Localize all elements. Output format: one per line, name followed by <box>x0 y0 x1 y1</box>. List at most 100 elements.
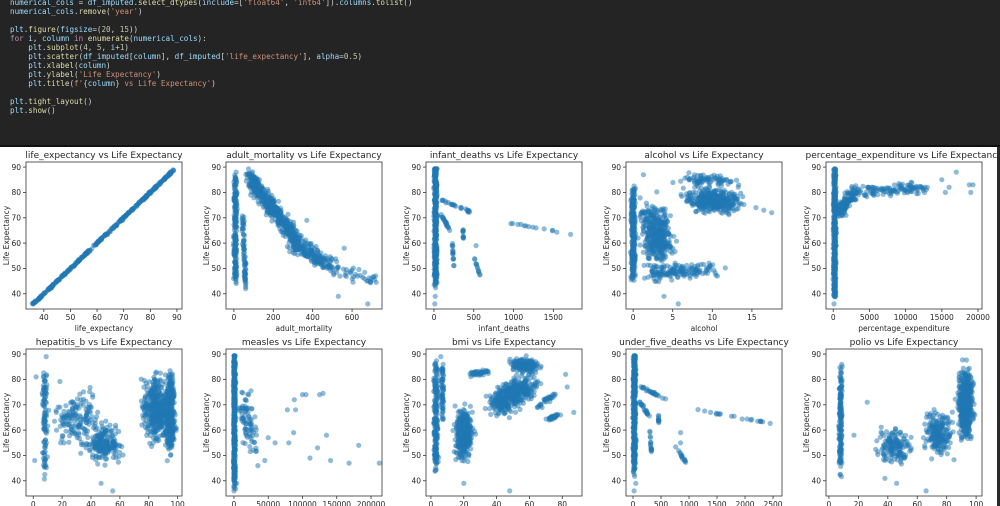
data-point <box>265 203 271 209</box>
data-point <box>371 277 378 283</box>
data-point <box>831 256 838 262</box>
code-token: 15 <box>119 25 129 34</box>
data-point <box>233 241 239 247</box>
subplot-title: infant_deaths vs Life Expectancy <box>430 151 579 161</box>
x-tick-label: 15 <box>747 313 757 322</box>
data-point <box>630 192 636 198</box>
data-point <box>662 222 669 228</box>
data-point <box>438 211 444 218</box>
x-tick-label: 500 <box>467 313 482 322</box>
data-point <box>655 220 661 226</box>
y-tick-label: 40 <box>11 289 21 298</box>
code-token: plt <box>10 61 43 70</box>
axes-frame <box>225 161 383 310</box>
y-tick-label: 90 <box>811 163 821 172</box>
data-point <box>232 174 238 180</box>
data-point <box>275 198 282 204</box>
x-tick-label: 60 <box>92 313 102 322</box>
data-point <box>285 211 291 217</box>
code-cell[interactable]: numerical_cols = df_imputed.select_dtype… <box>0 0 1000 145</box>
scatter-points <box>830 166 976 307</box>
x-tick-label: 1500 <box>544 313 563 322</box>
data-point <box>281 214 287 220</box>
data-point <box>233 192 239 198</box>
y-tick-label: 50 <box>611 264 621 273</box>
data-point <box>629 265 636 271</box>
x-tick-label: 1000 <box>504 313 523 322</box>
x-tick-label: 20000 <box>966 313 990 322</box>
data-point <box>247 171 253 177</box>
code-token: plt <box>10 97 24 106</box>
data-point <box>301 244 307 250</box>
data-point <box>151 381 157 388</box>
code-token: () <box>403 0 413 7</box>
y-tick-label: 70 <box>811 213 821 222</box>
data-point <box>677 267 683 273</box>
data-point <box>321 258 327 264</box>
data-point <box>77 391 83 397</box>
data-point <box>658 272 664 278</box>
data-point <box>730 206 736 212</box>
data-point <box>888 193 894 199</box>
data-point <box>48 285 54 291</box>
data-point <box>278 208 284 214</box>
data-point <box>69 424 75 430</box>
data-point <box>152 387 158 393</box>
data-point <box>458 206 464 212</box>
code-token: vs Life Expectancy' <box>119 79 212 88</box>
data-point <box>432 301 438 307</box>
data-point <box>42 449 48 455</box>
data-point <box>52 280 58 286</box>
data-point <box>640 210 646 216</box>
data-point <box>84 409 90 415</box>
data-point <box>663 232 669 238</box>
data-point <box>93 426 99 433</box>
y-tick-label: 90 <box>411 163 421 172</box>
y-tick-label: 80 <box>811 188 821 197</box>
data-point <box>133 202 139 209</box>
y-tick-label: 90 <box>611 163 621 172</box>
data-point <box>651 244 657 251</box>
data-point <box>120 452 126 458</box>
data-point <box>568 231 574 237</box>
data-point <box>86 447 92 453</box>
code-token: column <box>78 61 107 70</box>
code-token: column <box>87 79 116 88</box>
code-token: ], <box>302 52 317 61</box>
data-point <box>42 415 48 421</box>
data-point <box>700 172 706 178</box>
code-token: ], <box>160 52 175 61</box>
data-point <box>554 229 560 235</box>
code-token: , <box>32 34 43 43</box>
x-tick-label: 5 <box>670 313 675 322</box>
data-point <box>645 262 651 268</box>
data-point <box>306 245 312 251</box>
data-point <box>946 184 952 190</box>
data-point <box>161 403 167 409</box>
data-point <box>659 250 665 256</box>
data-point <box>664 263 670 269</box>
data-point <box>631 228 637 234</box>
data-point <box>646 208 652 215</box>
data-point <box>631 183 637 189</box>
data-point <box>112 223 118 229</box>
x-axis-label: life_expectancy <box>75 324 134 333</box>
data-point <box>832 190 838 196</box>
data-point <box>352 271 358 277</box>
data-point <box>51 418 58 424</box>
data-point <box>232 182 238 188</box>
code-token: ): <box>197 34 207 43</box>
data-point <box>649 248 655 255</box>
data-point <box>849 185 855 191</box>
code-token: ylabel <box>46 70 75 79</box>
data-point <box>691 172 698 178</box>
x-tick-label: 0 <box>831 313 836 322</box>
data-point <box>733 177 740 183</box>
data-point <box>832 230 838 236</box>
code-token: i <box>28 34 33 43</box>
data-point <box>41 464 48 470</box>
subplot-title: percentage_expenditure vs Life Expectanc… <box>806 151 1000 161</box>
data-point <box>445 199 451 206</box>
data-point <box>541 226 547 232</box>
data-point <box>57 423 63 429</box>
